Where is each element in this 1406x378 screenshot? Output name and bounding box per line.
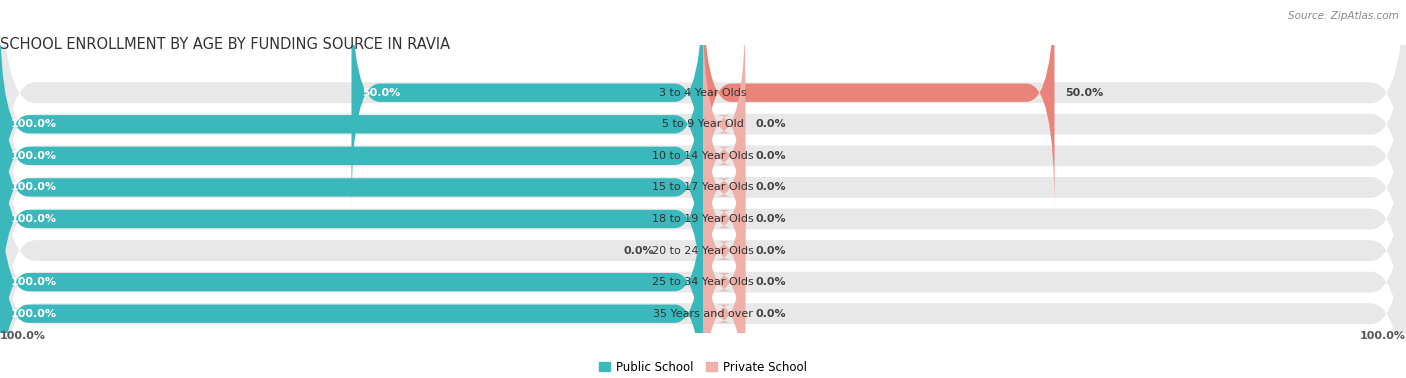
Text: 100.0%: 100.0% bbox=[0, 331, 46, 341]
FancyBboxPatch shape bbox=[0, 0, 1406, 272]
FancyBboxPatch shape bbox=[703, 0, 1054, 210]
FancyBboxPatch shape bbox=[0, 71, 1406, 366]
Text: 100.0%: 100.0% bbox=[10, 214, 56, 224]
Text: 0.0%: 0.0% bbox=[756, 183, 786, 192]
FancyBboxPatch shape bbox=[0, 70, 703, 305]
Text: Source: ZipAtlas.com: Source: ZipAtlas.com bbox=[1288, 11, 1399, 21]
Text: 100.0%: 100.0% bbox=[10, 309, 56, 319]
Text: 3 to 4 Year Olds: 3 to 4 Year Olds bbox=[659, 88, 747, 98]
Text: 10 to 14 Year Olds: 10 to 14 Year Olds bbox=[652, 151, 754, 161]
FancyBboxPatch shape bbox=[703, 133, 745, 368]
Text: 0.0%: 0.0% bbox=[756, 214, 786, 224]
FancyBboxPatch shape bbox=[0, 197, 703, 378]
Text: 25 to 34 Year Olds: 25 to 34 Year Olds bbox=[652, 277, 754, 287]
FancyBboxPatch shape bbox=[703, 70, 745, 305]
Text: 15 to 17 Year Olds: 15 to 17 Year Olds bbox=[652, 183, 754, 192]
Text: 20 to 24 Year Olds: 20 to 24 Year Olds bbox=[652, 246, 754, 256]
FancyBboxPatch shape bbox=[0, 39, 703, 273]
Text: 0.0%: 0.0% bbox=[623, 246, 654, 256]
FancyBboxPatch shape bbox=[0, 102, 703, 336]
FancyBboxPatch shape bbox=[703, 102, 745, 336]
Text: 0.0%: 0.0% bbox=[756, 246, 786, 256]
Text: 0.0%: 0.0% bbox=[756, 151, 786, 161]
Text: 100.0%: 100.0% bbox=[10, 183, 56, 192]
FancyBboxPatch shape bbox=[703, 197, 745, 378]
Text: 18 to 19 Year Olds: 18 to 19 Year Olds bbox=[652, 214, 754, 224]
FancyBboxPatch shape bbox=[0, 135, 1406, 378]
Text: 50.0%: 50.0% bbox=[363, 88, 401, 98]
Text: 100.0%: 100.0% bbox=[10, 277, 56, 287]
Text: 0.0%: 0.0% bbox=[756, 309, 786, 319]
FancyBboxPatch shape bbox=[0, 165, 703, 378]
FancyBboxPatch shape bbox=[703, 165, 745, 378]
FancyBboxPatch shape bbox=[703, 7, 745, 242]
FancyBboxPatch shape bbox=[0, 40, 1406, 335]
Text: 0.0%: 0.0% bbox=[756, 119, 786, 129]
Text: 35 Years and over: 35 Years and over bbox=[652, 309, 754, 319]
Text: SCHOOL ENROLLMENT BY AGE BY FUNDING SOURCE IN RAVIA: SCHOOL ENROLLMENT BY AGE BY FUNDING SOUR… bbox=[0, 37, 450, 52]
Text: 100.0%: 100.0% bbox=[10, 119, 56, 129]
Text: 100.0%: 100.0% bbox=[1360, 331, 1406, 341]
FancyBboxPatch shape bbox=[0, 103, 1406, 378]
FancyBboxPatch shape bbox=[0, 166, 1406, 378]
FancyBboxPatch shape bbox=[0, 8, 1406, 303]
Text: 0.0%: 0.0% bbox=[756, 277, 786, 287]
Text: 50.0%: 50.0% bbox=[1066, 88, 1104, 98]
FancyBboxPatch shape bbox=[0, 7, 703, 242]
Text: 100.0%: 100.0% bbox=[10, 151, 56, 161]
FancyBboxPatch shape bbox=[352, 0, 703, 210]
Text: 5 to 9 Year Old: 5 to 9 Year Old bbox=[662, 119, 744, 129]
FancyBboxPatch shape bbox=[703, 39, 745, 273]
FancyBboxPatch shape bbox=[0, 0, 1406, 240]
Legend: Public School, Private School: Public School, Private School bbox=[593, 356, 813, 378]
